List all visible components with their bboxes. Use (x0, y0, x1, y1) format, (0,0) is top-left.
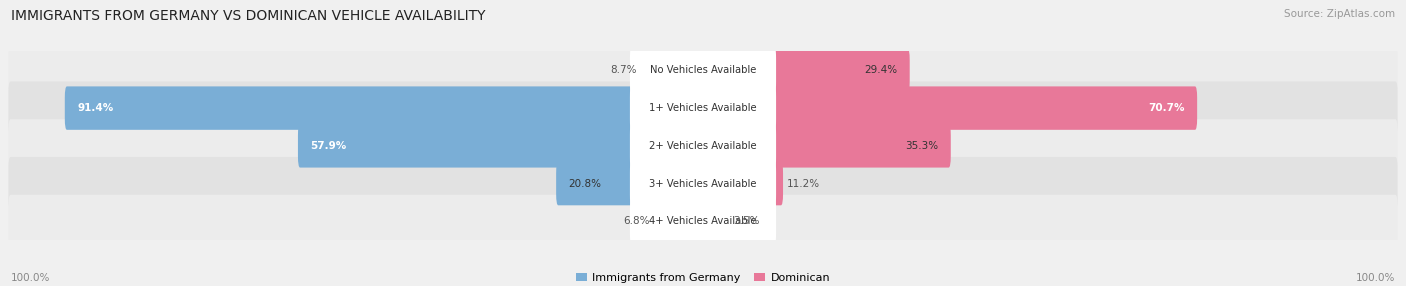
Text: 57.9%: 57.9% (311, 141, 347, 151)
FancyBboxPatch shape (702, 200, 730, 243)
FancyBboxPatch shape (298, 124, 704, 168)
FancyBboxPatch shape (8, 82, 1398, 135)
FancyBboxPatch shape (8, 44, 1398, 97)
FancyBboxPatch shape (8, 119, 1398, 172)
Text: 6.8%: 6.8% (624, 217, 650, 226)
Text: IMMIGRANTS FROM GERMANY VS DOMINICAN VEHICLE AVAILABILITY: IMMIGRANTS FROM GERMANY VS DOMINICAN VEH… (11, 9, 485, 23)
Text: 2+ Vehicles Available: 2+ Vehicles Available (650, 141, 756, 151)
Text: 100.0%: 100.0% (1355, 273, 1395, 283)
Text: 4+ Vehicles Available: 4+ Vehicles Available (650, 217, 756, 226)
FancyBboxPatch shape (654, 200, 704, 243)
Text: 29.4%: 29.4% (865, 65, 897, 75)
Text: Source: ZipAtlas.com: Source: ZipAtlas.com (1284, 9, 1395, 19)
FancyBboxPatch shape (702, 49, 910, 92)
Text: 1+ Vehicles Available: 1+ Vehicles Available (650, 103, 756, 113)
FancyBboxPatch shape (630, 116, 776, 176)
Text: 20.8%: 20.8% (568, 179, 602, 188)
FancyBboxPatch shape (640, 49, 704, 92)
FancyBboxPatch shape (8, 157, 1398, 210)
Text: 8.7%: 8.7% (610, 65, 637, 75)
FancyBboxPatch shape (8, 195, 1398, 248)
Text: 70.7%: 70.7% (1149, 103, 1185, 113)
FancyBboxPatch shape (630, 40, 776, 100)
FancyBboxPatch shape (557, 162, 704, 205)
FancyBboxPatch shape (630, 191, 776, 251)
FancyBboxPatch shape (65, 86, 704, 130)
Text: 35.3%: 35.3% (905, 141, 938, 151)
Text: 3.5%: 3.5% (733, 217, 759, 226)
FancyBboxPatch shape (702, 124, 950, 168)
FancyBboxPatch shape (702, 162, 783, 205)
Text: No Vehicles Available: No Vehicles Available (650, 65, 756, 75)
FancyBboxPatch shape (630, 154, 776, 214)
Text: 3+ Vehicles Available: 3+ Vehicles Available (650, 179, 756, 188)
Legend: Immigrants from Germany, Dominican: Immigrants from Germany, Dominican (571, 269, 835, 286)
Text: 91.4%: 91.4% (77, 103, 114, 113)
FancyBboxPatch shape (702, 86, 1197, 130)
Text: 100.0%: 100.0% (11, 273, 51, 283)
Text: 11.2%: 11.2% (786, 179, 820, 188)
FancyBboxPatch shape (630, 78, 776, 138)
